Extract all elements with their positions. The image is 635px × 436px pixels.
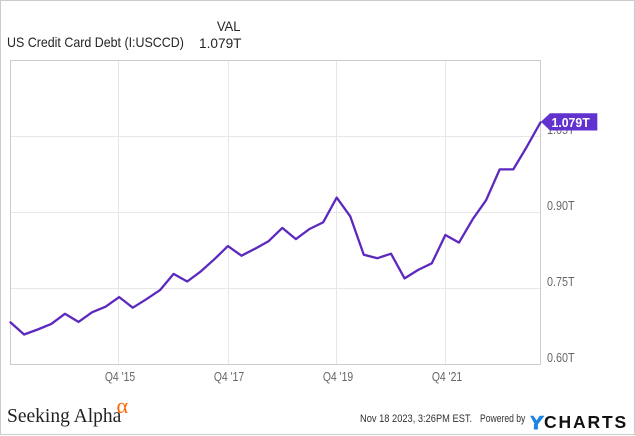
svg-text:1.079T: 1.079T xyxy=(552,115,590,130)
